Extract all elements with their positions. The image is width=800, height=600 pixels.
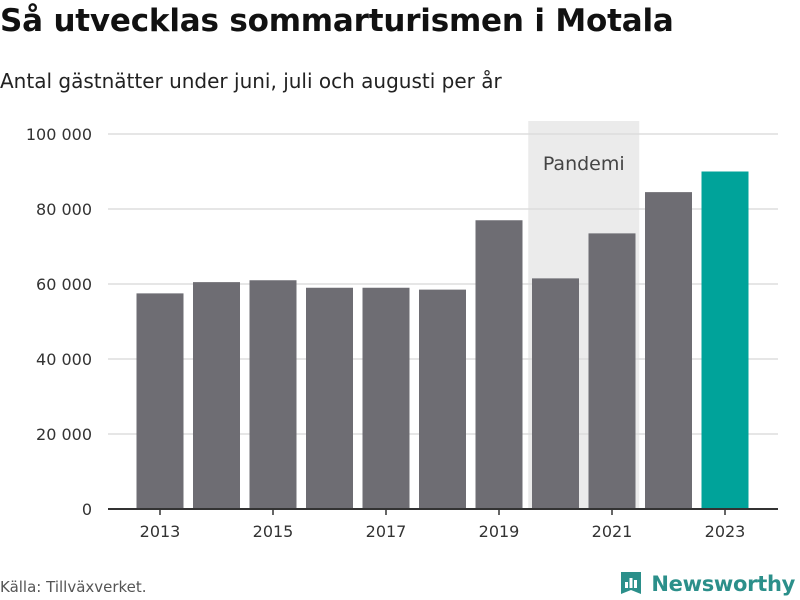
- y-tick-label: 0: [82, 500, 92, 519]
- bar: [362, 287, 410, 509]
- chart-title: Så utvecklas sommarturismen i Motala: [0, 3, 674, 39]
- x-tick-label: 2023: [705, 522, 746, 541]
- bar: [532, 278, 579, 509]
- bar: [249, 280, 297, 509]
- bar: [475, 220, 523, 509]
- y-tick-label: 40 000: [36, 350, 92, 369]
- x-tick-label: 2015: [253, 522, 294, 541]
- bar: [588, 233, 636, 509]
- bar: [306, 287, 353, 509]
- brand-name: Newsworthy: [651, 572, 795, 596]
- bar: [193, 282, 240, 509]
- bars: [136, 171, 749, 509]
- bar: [136, 293, 184, 509]
- y-tick-label: 60 000: [36, 275, 92, 294]
- bar-chart-logo-icon: [619, 570, 643, 598]
- x-tick-label: 2019: [479, 522, 520, 541]
- y-tick-label: 80 000: [36, 200, 92, 219]
- brand-logo: Newsworthy: [619, 570, 795, 598]
- pandemic-label: Pandemi: [543, 153, 625, 175]
- tick-labels: 0 20 000 40 000 60 000 80 000 100 000 2013 2015…: [26, 125, 746, 541]
- x-tick-label: 2021: [592, 522, 633, 541]
- bar-highlight: [701, 171, 749, 509]
- source-note: Källa: Tillväxverket.: [0, 578, 147, 596]
- y-tick-label: 100 000: [26, 125, 92, 144]
- x-tick-label: 2017: [366, 522, 407, 541]
- chart-subtitle: Antal gästnätter under juni, juli och au…: [0, 69, 502, 93]
- bar: [419, 289, 466, 509]
- bar: [645, 192, 692, 509]
- y-tick-label: 20 000: [36, 425, 92, 444]
- axes: [108, 508, 778, 515]
- x-tick-label: 2013: [140, 522, 181, 541]
